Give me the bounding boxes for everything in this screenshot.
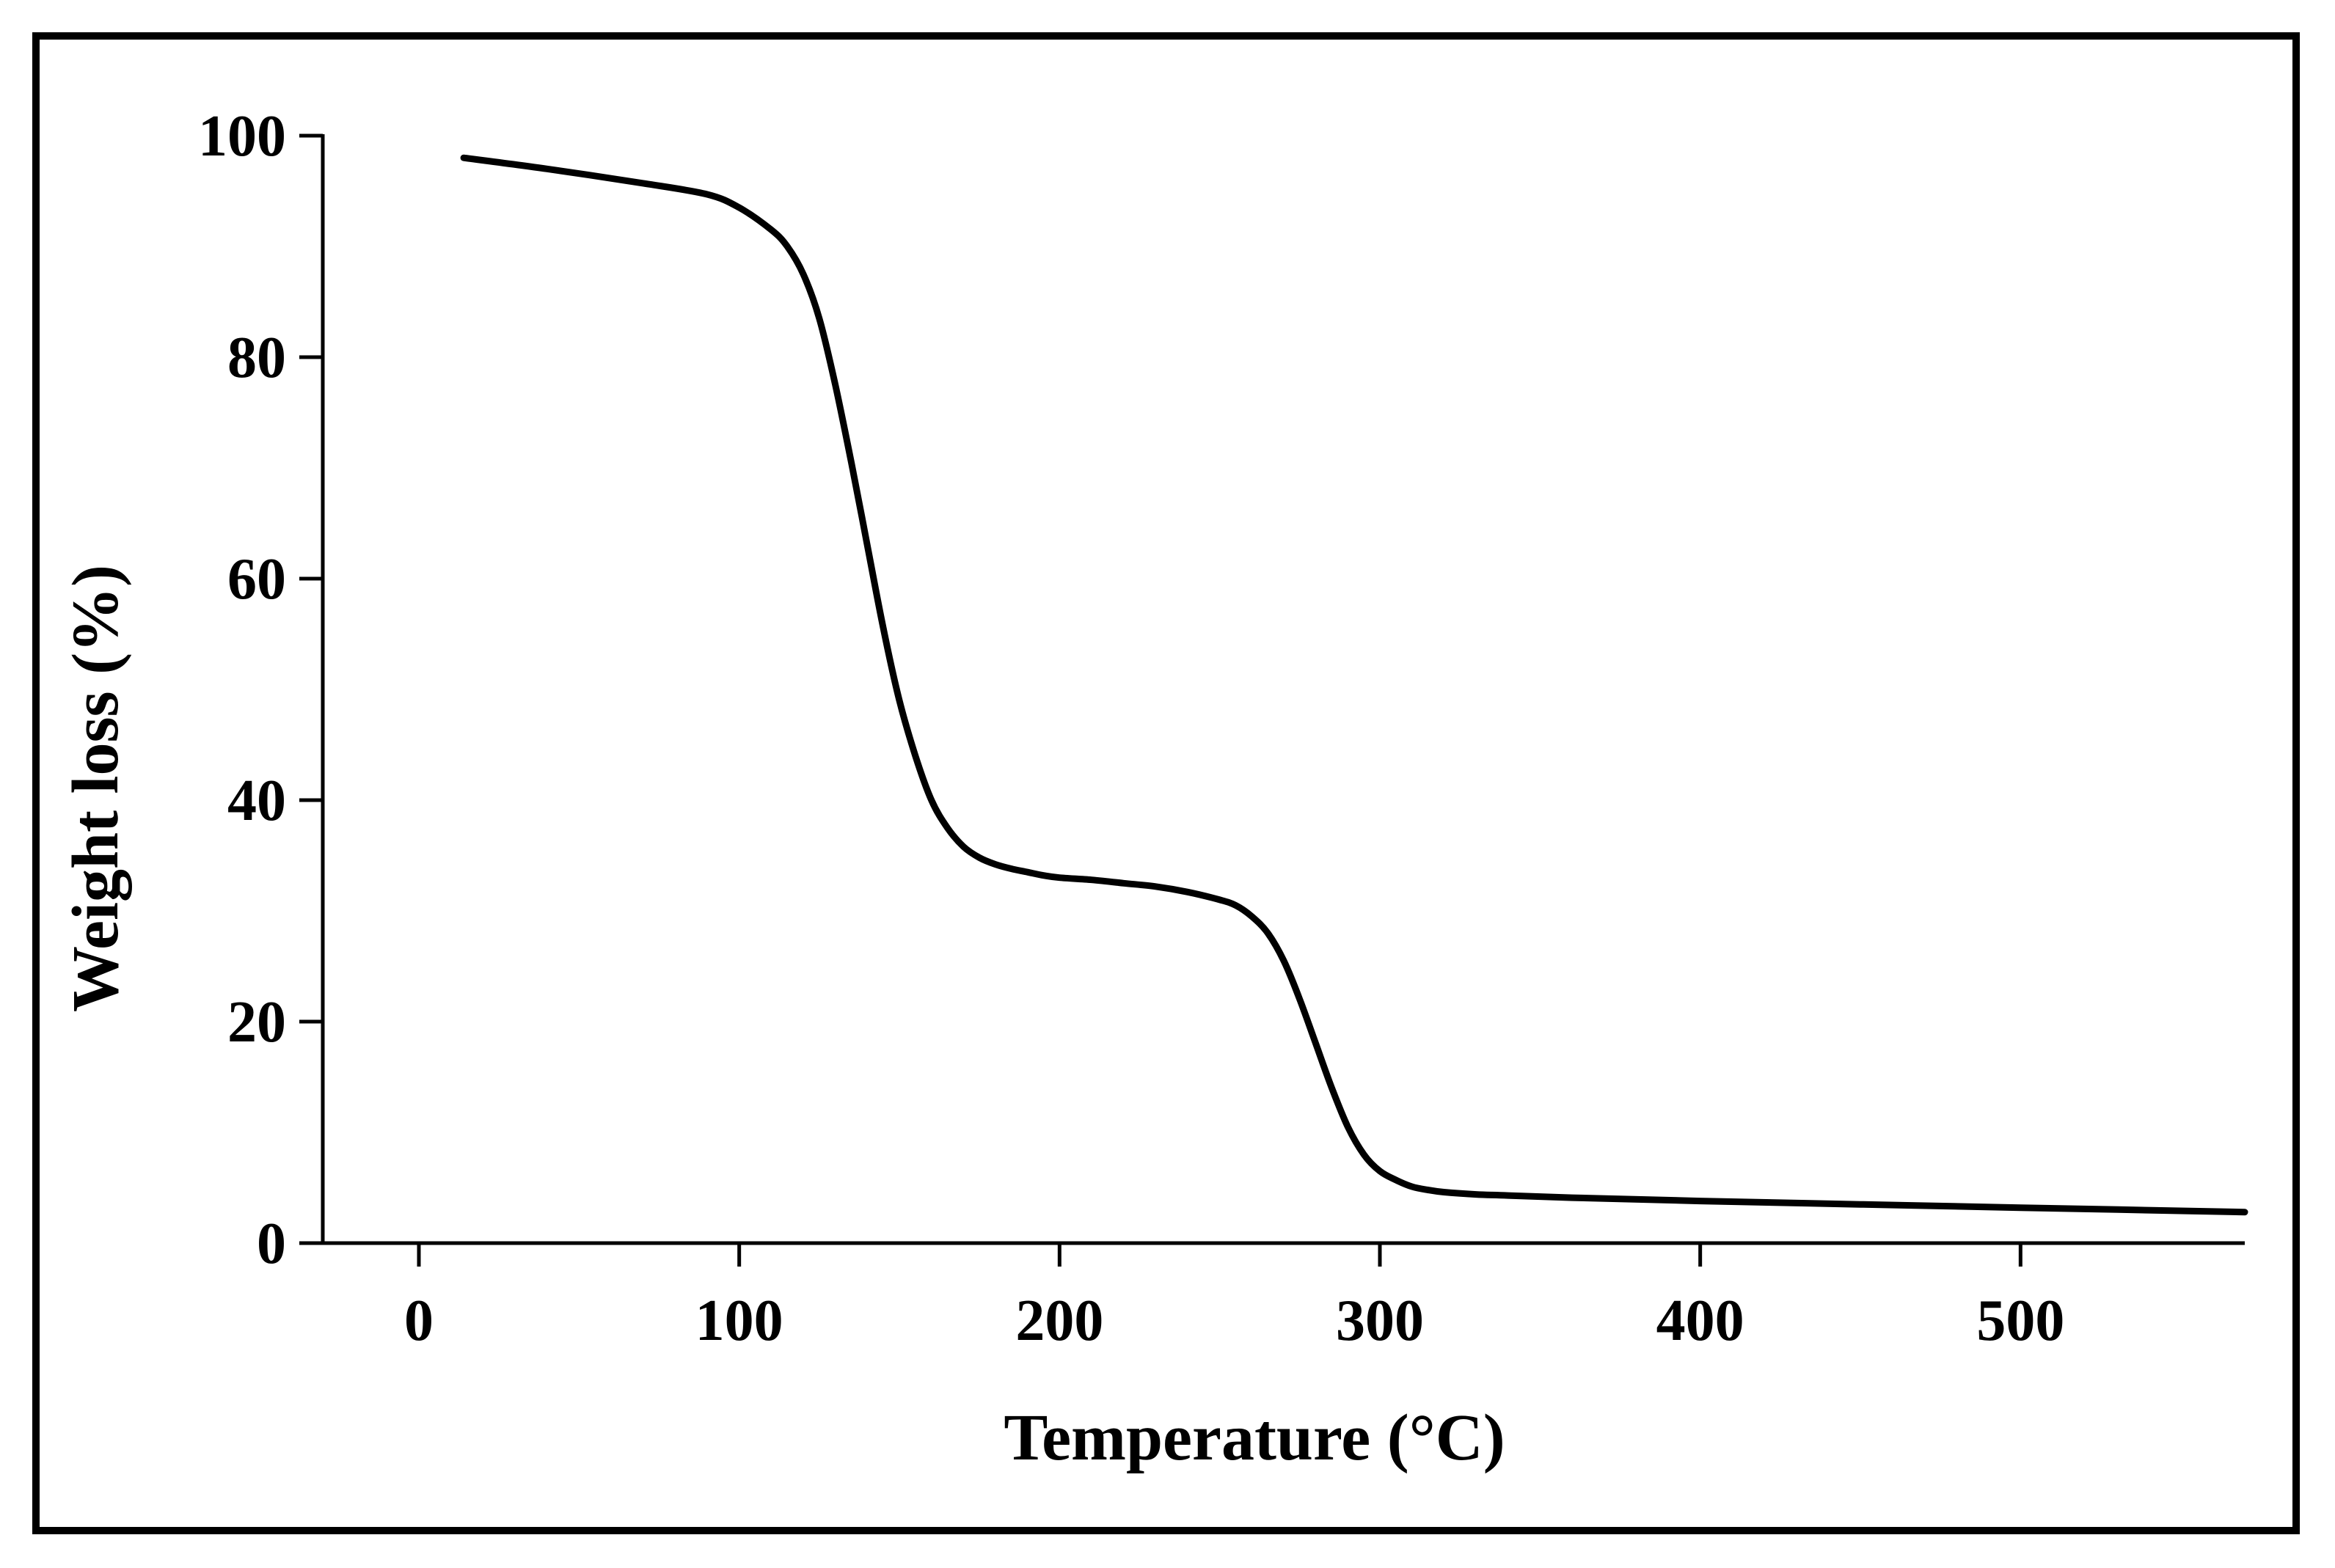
- x-tick-label: 100: [695, 1289, 783, 1353]
- x-tick-label: 500: [1976, 1289, 2064, 1353]
- axes: [321, 134, 2245, 1245]
- y-tick-label: 20: [227, 990, 286, 1055]
- series: [460, 154, 2248, 1216]
- y-axis-title: Weight loss (%): [59, 565, 132, 1012]
- figure-frame: [32, 32, 2300, 1534]
- y-tick-label: 100: [198, 104, 286, 169]
- x-tick-label: 0: [404, 1289, 434, 1353]
- ticks: 0 20 40 60 80 100 0 100 200 300 400 500: [198, 104, 2064, 1353]
- y-tick-label: 0: [257, 1212, 286, 1276]
- x-tick-label: 400: [1656, 1289, 1744, 1353]
- x-tick-label: 200: [1015, 1289, 1103, 1353]
- y-tick-label: 80: [227, 326, 286, 390]
- y-tick-label: 60: [227, 547, 286, 612]
- y-tick-label: 40: [227, 769, 286, 833]
- x-tick-label: 300: [1336, 1289, 1424, 1353]
- series-line: [460, 154, 2248, 1216]
- x-axis-title: Temperature (°C): [1004, 1402, 1505, 1474]
